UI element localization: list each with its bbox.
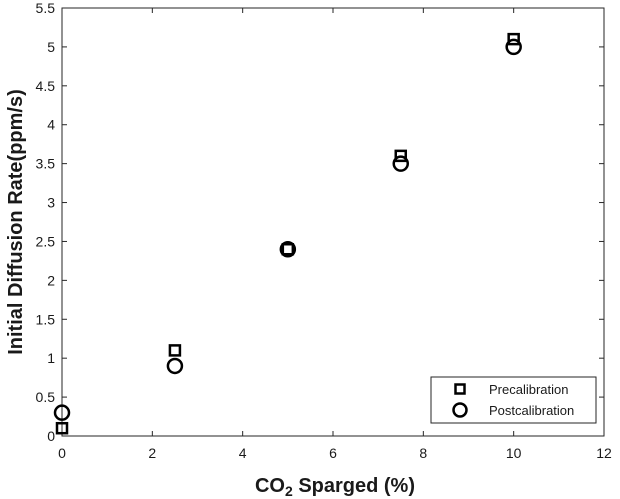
x-tick-label: 2 xyxy=(148,445,156,461)
y-tick-label: 1.5 xyxy=(36,311,56,327)
y-tick-label: 3 xyxy=(47,195,55,211)
x-axis-title-rest: Sparged (%) xyxy=(293,475,415,497)
postcalibration-point xyxy=(279,240,297,258)
postcalibration-point xyxy=(392,155,409,172)
legend-label-precalibration: Precalibration xyxy=(489,382,569,397)
postcalibration-point xyxy=(53,404,71,421)
y-tick-label: 2 xyxy=(47,272,55,288)
precalibration-point xyxy=(507,32,520,46)
legend-marker-postcalibration xyxy=(452,402,468,418)
x-tick-label: 4 xyxy=(239,445,247,461)
y-axis-title: Initial Diffusion Rate(ppm/s) xyxy=(5,89,27,355)
x-axis-title: CO2 Sparged (%) xyxy=(255,475,415,499)
plot-area xyxy=(61,7,605,437)
postcalibration-point xyxy=(505,38,522,56)
y-tick-label: 1 xyxy=(47,350,55,366)
legend-marker-precalibration xyxy=(454,383,466,395)
precalibration-point xyxy=(394,149,407,163)
y-tick-label: 0.5 xyxy=(36,389,56,405)
x-axis-title-subscript: 2 xyxy=(285,483,293,499)
y-tick-label: 4 xyxy=(47,117,55,133)
y-tick-label: 2.5 xyxy=(36,233,56,249)
x-tick-label: 8 xyxy=(419,445,427,461)
y-tick-label: 5.5 xyxy=(36,0,56,16)
legend: Precalibration Postcalibration xyxy=(430,376,597,424)
x-axis-title-main: CO xyxy=(255,475,285,497)
precalibration-point xyxy=(55,421,69,435)
y-tick-label: 3.5 xyxy=(36,156,56,172)
postcalibration-point xyxy=(166,357,184,375)
x-tick-label: 6 xyxy=(329,445,337,461)
y-tick-label: 0 xyxy=(47,428,55,444)
y-tick-label: 5 xyxy=(47,39,55,55)
x-tick-label: 12 xyxy=(596,445,612,461)
legend-label-postcalibration: Postcalibration xyxy=(489,403,574,418)
x-tick-label: 0 xyxy=(58,445,66,461)
precalibration-point xyxy=(168,344,182,357)
x-tick-label: 10 xyxy=(506,445,522,461)
y-tick-label: 4.5 xyxy=(36,78,56,94)
data-markers xyxy=(53,32,522,435)
precalibration-point xyxy=(281,242,295,256)
axis-ticks: 0 2 4 6 8 10 12 0 0.5 1 1.5 2 2.5 3 3.5 4 4.5 5 5.5 xyxy=(36,0,612,461)
